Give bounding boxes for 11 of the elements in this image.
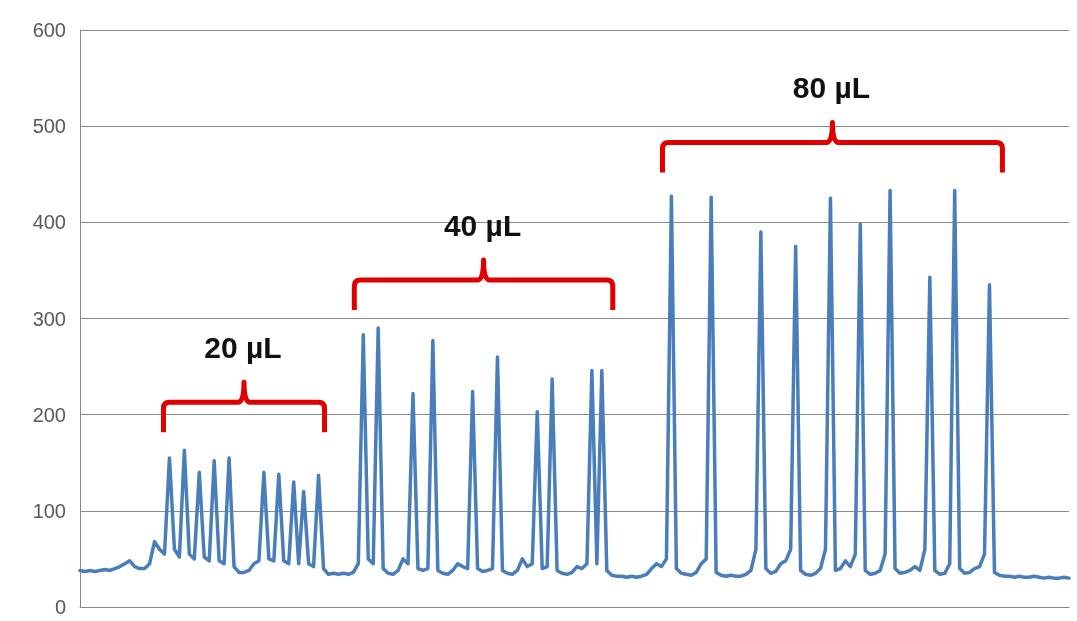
- y-tick-label: 100: [32, 499, 66, 522]
- y-tick-label: 500: [32, 115, 66, 138]
- y-tick-label: 600: [32, 19, 66, 41]
- line-series: [78, 188, 1071, 580]
- annotation: 80 µL: [792, 71, 871, 105]
- y-tick-label: 300: [32, 307, 66, 330]
- annotation: 20 µL: [204, 330, 282, 364]
- y-tick-label: 0: [54, 596, 66, 618]
- y-tick-label: 200: [32, 403, 66, 426]
- y-tick-label: 400: [32, 211, 66, 234]
- annotation: 40 µL: [443, 208, 522, 242]
